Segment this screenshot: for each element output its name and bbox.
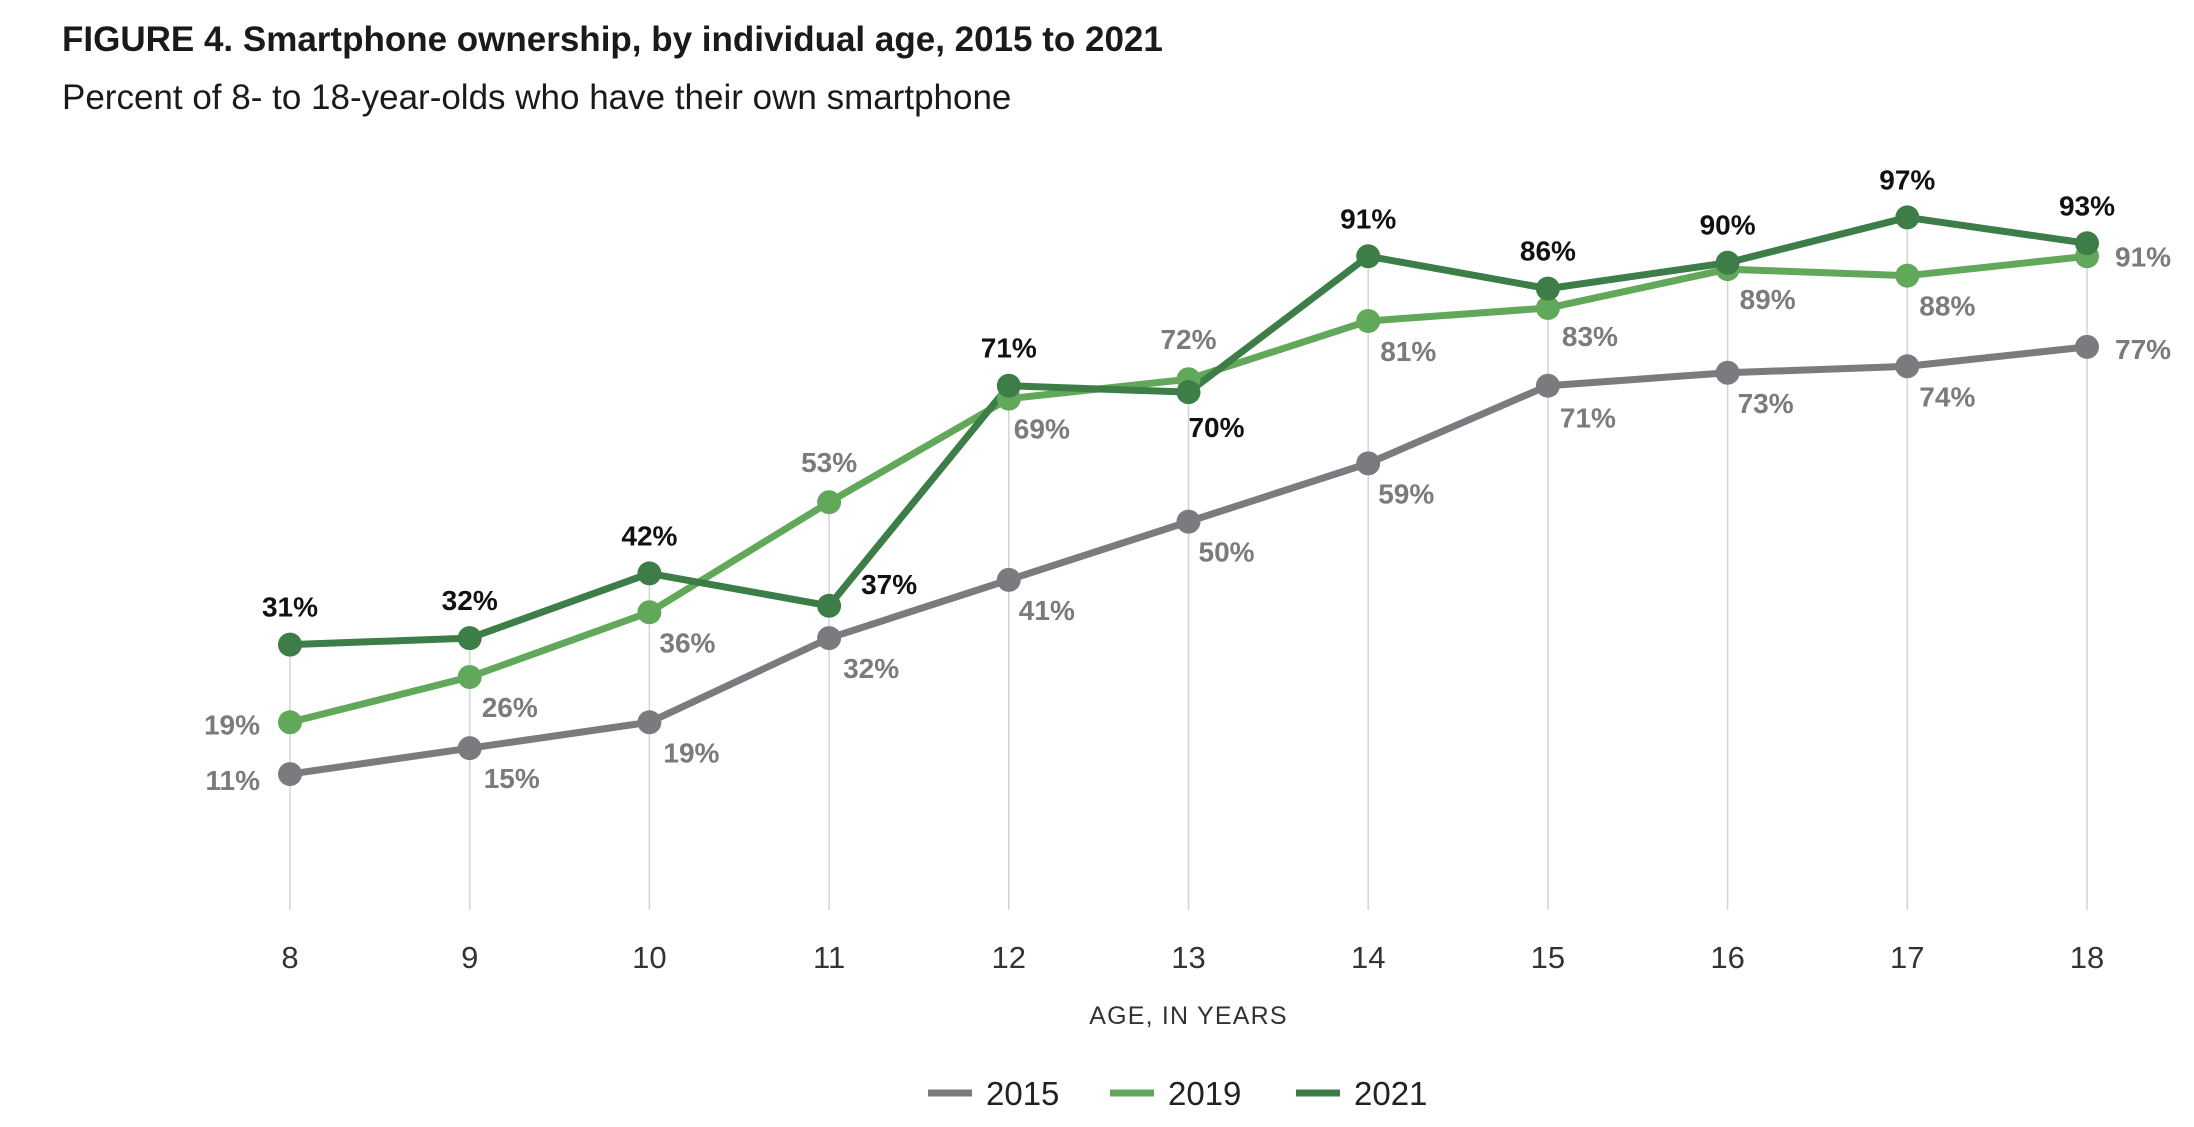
grid-lines xyxy=(289,217,2088,910)
data-point-2021 xyxy=(637,561,662,586)
data-label-2015: 50% xyxy=(1199,537,1255,568)
data-label-2021: 86% xyxy=(1520,236,1576,267)
data-point-2021 xyxy=(2075,231,2099,256)
data-label-2019: 69% xyxy=(1014,414,1070,445)
data-label-2019: 72% xyxy=(1160,324,1216,355)
data-point-2019 xyxy=(278,710,302,735)
data-points xyxy=(278,205,2099,787)
data-label-2019: 26% xyxy=(482,692,538,723)
data-point-2015 xyxy=(1356,451,1381,476)
data-label-2015: 32% xyxy=(843,653,899,684)
x-tick-label: 10 xyxy=(632,940,666,975)
chart-title: FIGURE 4. Smartphone ownership, by indiv… xyxy=(62,20,1163,59)
x-tick-label: 8 xyxy=(281,940,298,975)
data-point-2015 xyxy=(278,762,302,787)
legend-item-2015: 2015 xyxy=(928,1075,1059,1112)
data-point-2021 xyxy=(1535,276,1560,301)
x-tick-label: 15 xyxy=(1531,940,1565,975)
chart-subtitle: Percent of 8- to 18-year-olds who have t… xyxy=(62,78,1012,117)
legend: 2015 2019 2021 xyxy=(928,1075,1427,1112)
data-label-2021: 91% xyxy=(1340,203,1396,234)
data-label-2019: 36% xyxy=(659,627,715,658)
legend-item-2019: 2019 xyxy=(1110,1075,1241,1112)
data-label-2021: 97% xyxy=(1879,164,1935,195)
legend-label: 2021 xyxy=(1354,1075,1427,1112)
data-point-2019 xyxy=(457,664,482,689)
data-label-2015: 71% xyxy=(1560,403,1616,434)
data-label-2021: 31% xyxy=(262,592,318,623)
x-tick-label: 17 xyxy=(1890,940,1924,975)
data-label-2021: 37% xyxy=(861,569,917,600)
data-point-2015 xyxy=(1176,509,1201,534)
data-point-2019 xyxy=(817,490,842,515)
data-label-2019: 19% xyxy=(204,709,260,740)
x-tick-label: 14 xyxy=(1351,940,1385,975)
data-point-2021 xyxy=(996,373,1021,398)
x-tick-label: 9 xyxy=(461,940,478,975)
x-axis-label: AGE, IN YEARS xyxy=(1089,1002,1288,1030)
data-label-2019: 89% xyxy=(1740,284,1796,315)
data-point-2015 xyxy=(817,626,842,651)
data-label-2015: 59% xyxy=(1378,478,1434,509)
x-tick-label: 16 xyxy=(1710,940,1744,975)
data-label-2021: 70% xyxy=(1188,412,1244,443)
x-tick-label: 11 xyxy=(813,940,845,975)
data-point-2021 xyxy=(1895,205,1920,230)
data-label-2019: 88% xyxy=(1919,291,1975,322)
data-point-2015 xyxy=(457,736,482,761)
legend-item-2021: 2021 xyxy=(1296,1075,1427,1112)
legend-label: 2019 xyxy=(1168,1075,1241,1112)
data-point-2019 xyxy=(637,600,662,625)
data-label-2021: 42% xyxy=(621,520,677,551)
data-label-2015: 77% xyxy=(2115,334,2171,365)
data-label-2019: 83% xyxy=(1562,321,1618,352)
data-point-2015 xyxy=(1895,354,1920,379)
data-point-2021 xyxy=(278,632,302,657)
legend-label: 2015 xyxy=(986,1075,1059,1112)
data-label-2015: 19% xyxy=(663,737,719,768)
data-point-2015 xyxy=(1535,373,1560,398)
data-point-2021 xyxy=(1356,244,1381,269)
data-point-2019 xyxy=(1356,308,1381,333)
data-point-2021 xyxy=(817,593,842,618)
data-label-2015: 74% xyxy=(1919,381,1975,412)
data-label-2015: 15% xyxy=(484,763,540,794)
data-label-2015: 11% xyxy=(206,765,261,796)
data-label-2019: 53% xyxy=(801,447,857,478)
data-label-2021: 32% xyxy=(442,585,498,616)
data-label-2021: 71% xyxy=(981,333,1037,364)
data-point-2015 xyxy=(2075,334,2099,359)
data-label-2021: 90% xyxy=(1700,210,1756,241)
data-labels: 11% 15% 19% 32% 41% 50% 59% 71% 73% 74% 77% 19% 26% 3… xyxy=(204,164,2171,796)
x-tick-label: 12 xyxy=(992,940,1026,975)
data-point-2021 xyxy=(457,626,482,651)
data-point-2019 xyxy=(1895,263,1920,288)
x-tick-label: 13 xyxy=(1171,940,1205,975)
data-point-2015 xyxy=(1715,360,1740,385)
data-point-2019 xyxy=(1535,296,1560,321)
data-label-2021: 93% xyxy=(2059,190,2115,221)
data-point-2021 xyxy=(1176,380,1201,405)
data-point-2015 xyxy=(996,567,1021,592)
x-tick-label: 18 xyxy=(2070,940,2104,975)
x-axis-ticks: 8 9 10 11 12 13 14 15 16 17 18 xyxy=(281,940,2104,975)
data-label-2015: 73% xyxy=(1738,388,1794,419)
data-label-2019: 81% xyxy=(1380,336,1436,367)
data-point-2021 xyxy=(1715,250,1740,275)
data-label-2019: 91% xyxy=(2115,241,2171,272)
data-label-2015: 41% xyxy=(1019,595,1075,626)
data-point-2015 xyxy=(637,710,662,735)
